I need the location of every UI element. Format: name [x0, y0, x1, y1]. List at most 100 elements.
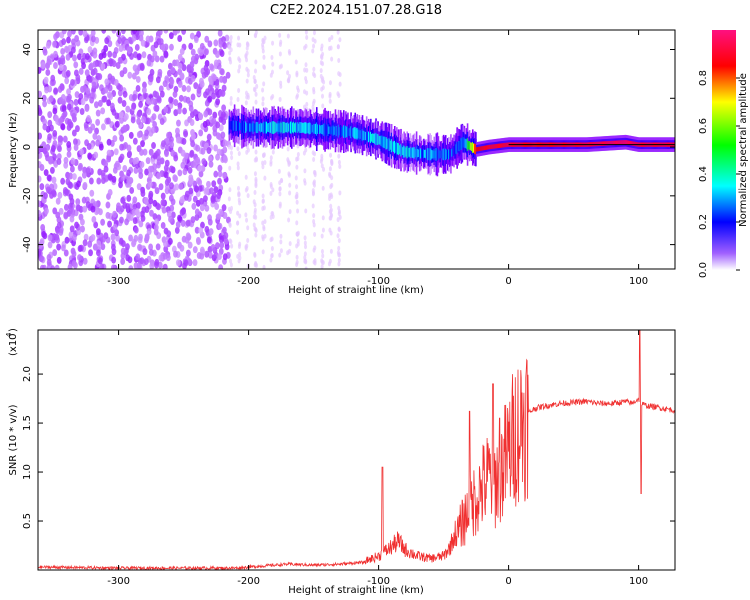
- noise-point: [168, 32, 174, 40]
- ridge-segment: [466, 138, 469, 151]
- noise-point: [84, 69, 90, 77]
- ridge-segment: [252, 121, 255, 134]
- noise-point: [190, 48, 196, 56]
- ridge-segment: [293, 121, 295, 134]
- streak-point: [261, 249, 265, 255]
- noise-point: [38, 132, 43, 140]
- ridge-segment: [406, 145, 409, 159]
- noise-point: [52, 129, 58, 137]
- streak-point: [278, 64, 282, 70]
- noise-point: [208, 228, 214, 236]
- x-tick-label: 100: [629, 576, 648, 587]
- ridge-segment: [310, 124, 313, 133]
- noise-point: [138, 100, 143, 108]
- noise-point: [151, 142, 156, 150]
- noise-point: [215, 213, 221, 221]
- streak-point: [255, 83, 259, 89]
- noise-point: [210, 244, 216, 252]
- ridge-segment: [357, 129, 360, 139]
- noise-point: [179, 72, 185, 80]
- noise-point: [186, 85, 192, 93]
- streak-point: [279, 248, 283, 254]
- streak-point: [229, 258, 233, 264]
- streak-point: [253, 210, 257, 216]
- noise-point: [95, 139, 101, 147]
- noise-point: [181, 207, 186, 215]
- noise-point: [63, 249, 69, 257]
- streak-point: [305, 67, 309, 73]
- noise-point: [148, 248, 154, 256]
- noise-point: [153, 41, 159, 49]
- noise-point: [86, 143, 92, 151]
- noise-point: [159, 55, 165, 63]
- ridge-segment: [341, 127, 344, 136]
- noise-point: [222, 146, 228, 154]
- noise-point: [47, 241, 53, 249]
- streak-point: [245, 57, 249, 63]
- streak-point: [262, 64, 266, 70]
- x-tick-label: 100: [629, 276, 648, 287]
- noise-point: [56, 243, 62, 251]
- noise-point: [167, 69, 172, 77]
- noise-point: [211, 180, 217, 188]
- noise-point: [179, 196, 185, 204]
- streak-point: [329, 152, 333, 158]
- ridge-segment: [409, 146, 412, 159]
- noise-point: [113, 78, 119, 86]
- noise-point: [85, 201, 91, 209]
- chart-title: C2E2.2024.151.07.28.G18: [270, 3, 442, 18]
- noise-point: [70, 46, 76, 54]
- noise-point: [138, 171, 144, 179]
- ridge-segment: [485, 145, 488, 150]
- ridge-segment: [279, 121, 282, 134]
- streak-point: [262, 153, 266, 159]
- noise-point: [136, 183, 142, 191]
- noise-point: [106, 117, 111, 125]
- noise-point: [163, 164, 169, 172]
- noise-point: [220, 131, 226, 139]
- noise-point: [128, 213, 134, 221]
- noise-point: [104, 37, 110, 45]
- noise-point: [200, 221, 205, 229]
- streak-point: [312, 43, 316, 49]
- noise-point: [64, 236, 70, 244]
- ridge-segment: [607, 141, 609, 146]
- streak-point: [303, 178, 307, 184]
- noise-point: [53, 33, 58, 41]
- ridge-segment: [634, 141, 636, 147]
- noise-point: [136, 110, 142, 118]
- noise-point: [131, 34, 137, 42]
- streak-point: [294, 175, 298, 181]
- ridge-segment: [257, 121, 260, 134]
- noise-point: [42, 100, 47, 108]
- ridge-segment: [469, 142, 472, 151]
- noise-point: [56, 256, 62, 264]
- ridge-segment: [365, 130, 368, 143]
- ridge-segment: [475, 144, 477, 155]
- streak-point: [262, 54, 266, 60]
- streak-point: [278, 186, 282, 192]
- streak-point: [321, 253, 325, 259]
- ridge-segment: [297, 122, 299, 133]
- streak-point: [278, 252, 282, 258]
- noise-point: [213, 186, 219, 194]
- ridge-segment: [411, 147, 414, 158]
- streak-point: [328, 166, 332, 172]
- noise-point: [87, 46, 93, 54]
- ridge-segment: [312, 123, 315, 134]
- streak-point: [336, 233, 340, 239]
- ridge-segment: [300, 122, 302, 134]
- streak-point: [270, 54, 274, 60]
- noise-point: [222, 253, 228, 261]
- noise-point: [170, 149, 176, 157]
- noise-point: [50, 265, 56, 269]
- noise-point: [48, 95, 54, 103]
- noise-point: [163, 50, 169, 58]
- ridge-segment: [596, 141, 599, 147]
- noise-point: [218, 124, 224, 132]
- noise-point: [72, 54, 77, 62]
- colorbar-gradient: [712, 30, 736, 270]
- noise-point: [94, 127, 99, 135]
- ridge-segment: [454, 145, 456, 155]
- streak-point: [244, 100, 248, 106]
